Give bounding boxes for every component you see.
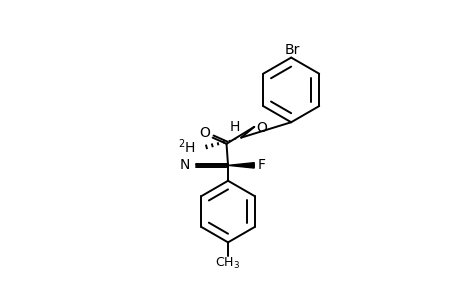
Polygon shape — [228, 163, 254, 168]
Text: F: F — [257, 158, 265, 172]
Text: N: N — [179, 158, 189, 172]
Text: $^{2}$H: $^{2}$H — [178, 138, 195, 156]
Text: O: O — [199, 126, 210, 140]
Text: CH$_3$: CH$_3$ — [215, 256, 240, 271]
Text: O: O — [256, 122, 267, 135]
Text: Br: Br — [285, 43, 300, 57]
Text: H: H — [230, 120, 240, 134]
